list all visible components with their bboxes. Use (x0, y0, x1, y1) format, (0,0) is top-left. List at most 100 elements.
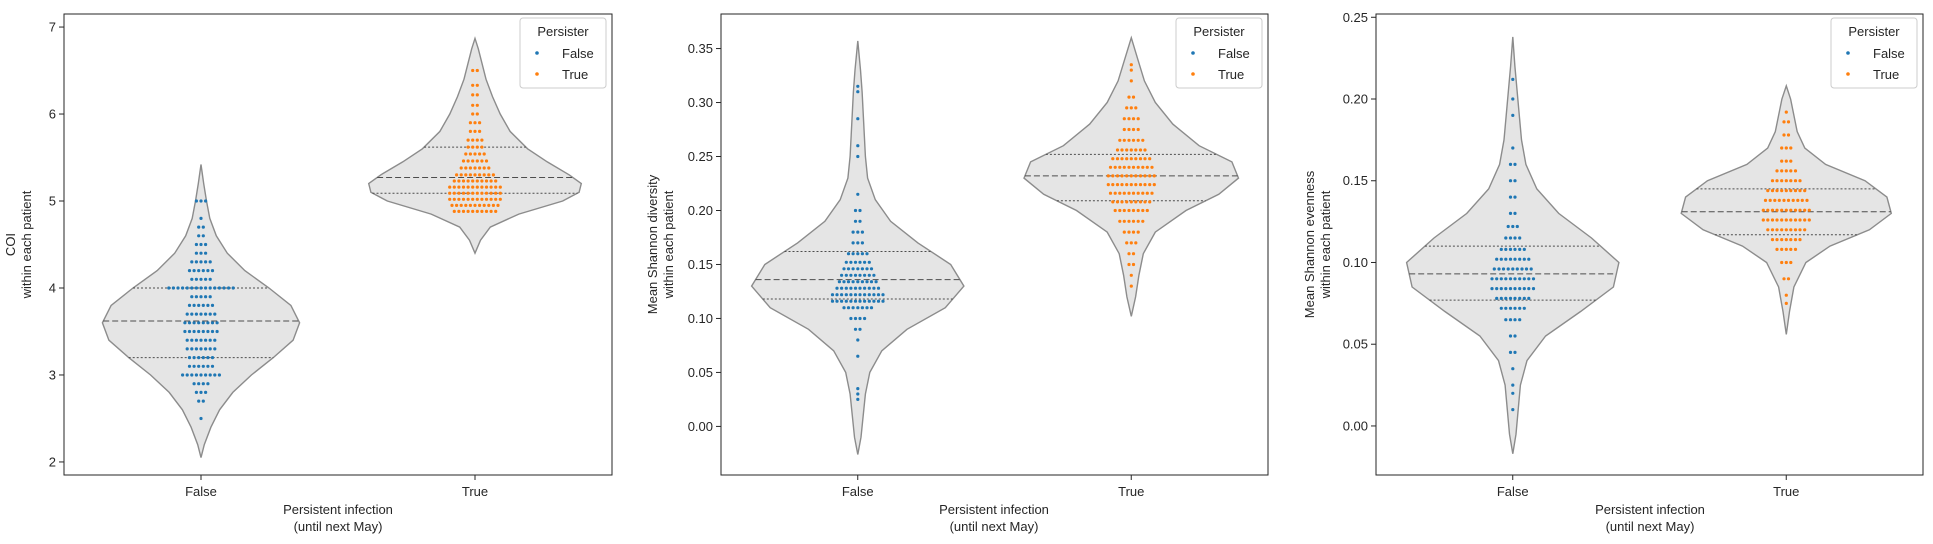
data-point-false (853, 327, 858, 331)
data-point-true (1770, 208, 1775, 212)
data-point-true (1784, 146, 1788, 150)
data-point-true (478, 129, 482, 133)
data-point-false (206, 364, 210, 368)
data-point-true (1782, 198, 1786, 202)
data-point-true (1108, 191, 1113, 195)
data-point-true (1150, 165, 1154, 169)
y-axis-label-line-2: within each patient (661, 190, 676, 299)
data-point-false (1490, 277, 1494, 281)
data-point-true (1125, 157, 1129, 161)
data-point-false (208, 312, 212, 316)
data-point-false (206, 329, 210, 334)
data-point-false (856, 338, 860, 342)
data-point-false (856, 387, 860, 391)
legend-label-false: False (1873, 46, 1905, 61)
data-point-true (1134, 241, 1138, 245)
data-point-false (860, 306, 865, 310)
data-point-true (1122, 191, 1126, 195)
data-point-false (201, 303, 205, 307)
data-point-true (475, 145, 479, 149)
data-point-true (1136, 230, 1140, 234)
data-point-true (461, 197, 466, 201)
data-point-false (1513, 306, 1517, 310)
data-point-true (1780, 146, 1784, 150)
data-point-true (1127, 127, 1131, 132)
data-point-false (215, 321, 219, 325)
data-point-false (856, 117, 860, 121)
y-axis-label-line-1: Mean Shannon evenness (1302, 170, 1317, 318)
data-point-true (484, 179, 489, 183)
data-point-false (187, 269, 192, 273)
data-point-false (1511, 77, 1515, 81)
data-point-true (1789, 260, 1793, 265)
data-point-true (1129, 183, 1133, 187)
x-axis-label-line-2: (until next May) (1606, 519, 1695, 534)
data-point-true (1789, 159, 1793, 163)
data-point-false (853, 260, 858, 264)
data-point-true (1131, 262, 1136, 267)
data-point-true (1143, 148, 1147, 152)
data-point-true (452, 209, 456, 213)
legend-label-false: False (1218, 46, 1250, 61)
data-point-false (1513, 287, 1517, 291)
data-point-true (1780, 260, 1784, 265)
legend-marker-false (1846, 51, 1850, 55)
data-point-true (1784, 169, 1788, 173)
data-point-true (1120, 174, 1124, 178)
data-point-false (844, 273, 848, 277)
y-tick-label: 5 (49, 194, 56, 209)
data-point-true (471, 191, 475, 195)
data-point-false (199, 216, 203, 220)
data-point-false (1518, 318, 1522, 322)
data-point-false (204, 242, 208, 247)
data-point-false (1492, 267, 1496, 271)
legend: Persister False True (1175, 17, 1263, 89)
data-point-true (464, 152, 468, 156)
data-point-false (1495, 287, 1499, 291)
data-point-true (478, 121, 482, 125)
data-point-false (1508, 162, 1513, 166)
data-point-false (1513, 350, 1517, 354)
data-point-false (1513, 318, 1517, 322)
data-point-true (1148, 183, 1152, 187)
data-point-true (1129, 148, 1133, 152)
data-point-true (1789, 247, 1793, 251)
data-point-true (1134, 174, 1138, 178)
data-point-false (204, 312, 208, 316)
data-point-false (865, 267, 869, 271)
y-tick-label: 6 (49, 107, 56, 122)
data-point-true (1115, 200, 1120, 204)
data-point-false (1527, 277, 1531, 281)
legend-label-true: True (562, 67, 588, 82)
data-point-true (1136, 208, 1140, 213)
data-point-true (1143, 200, 1147, 204)
data-point-false (171, 286, 175, 290)
data-point-true (1770, 238, 1775, 242)
legend-frame (519, 17, 607, 89)
data-point-false (185, 286, 189, 290)
data-point-false (1522, 277, 1526, 281)
data-point-true (1129, 157, 1133, 161)
data-point-false (853, 219, 858, 223)
data-point-false (215, 329, 219, 334)
data-point-false (194, 338, 198, 342)
data-point-true (487, 166, 491, 170)
data-point-false (842, 267, 846, 271)
data-point-true (1770, 218, 1775, 222)
data-point-true (457, 191, 461, 195)
data-point-false (187, 321, 192, 325)
data-point-true (1761, 218, 1765, 222)
data-point-true (1131, 127, 1136, 132)
data-point-false (192, 329, 196, 334)
data-point-false (856, 192, 860, 196)
data-point-false (1513, 211, 1517, 215)
data-point-false (1518, 257, 1522, 261)
data-point-true (459, 166, 463, 170)
data-point-false (199, 347, 203, 351)
data-point-true (1106, 183, 1110, 187)
data-point-false (1511, 97, 1515, 101)
data-point-false (1495, 257, 1499, 261)
data-point-false (208, 277, 212, 281)
data-point-true (475, 68, 479, 73)
data-point-true (1763, 198, 1768, 202)
